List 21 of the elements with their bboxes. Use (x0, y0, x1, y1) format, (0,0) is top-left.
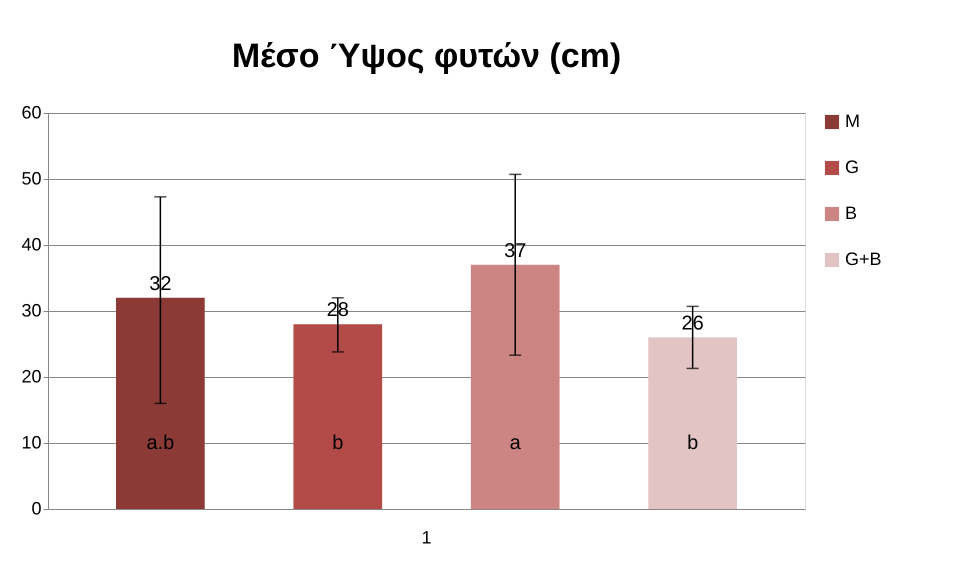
y-tick-label: 0 (31, 498, 42, 518)
y-tick-label: 30 (21, 300, 42, 320)
bar (648, 337, 737, 509)
annotation: b (687, 432, 698, 454)
annotation: a (510, 432, 522, 454)
legend-label: M (845, 111, 860, 131)
legend-label: B (845, 203, 858, 223)
legend-label: G (845, 157, 860, 177)
bar (116, 298, 205, 509)
y-tick-label: 50 (21, 168, 42, 188)
bar (470, 264, 560, 509)
y-tick-label: 60 (21, 102, 42, 122)
x-tick-label: 1 (421, 528, 432, 548)
legend-label: G+B (845, 249, 882, 269)
bar (293, 324, 382, 509)
y-tick-label: 10 (21, 432, 42, 452)
y-tick-label: 40 (21, 234, 42, 254)
annotation: a.b (146, 432, 174, 454)
chart-title: Μέσο Ύψος φυτών (cm) (232, 37, 622, 75)
y-tick-label: 20 (21, 366, 42, 386)
annotation: b (332, 432, 344, 454)
